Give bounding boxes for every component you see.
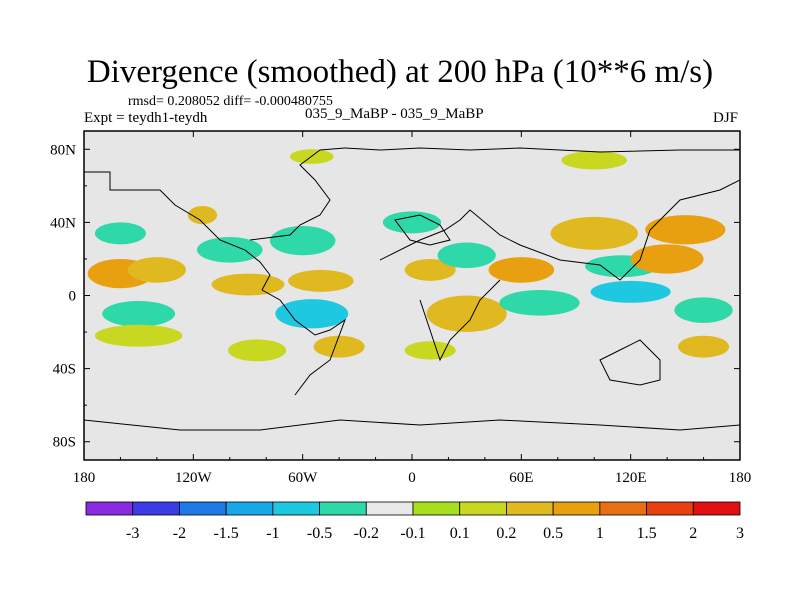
coastline bbox=[84, 419, 740, 431]
divergence-feature bbox=[674, 297, 733, 323]
experiment-label: Expt = teydh1-teydh bbox=[84, 110, 208, 126]
divergence-feature bbox=[187, 205, 218, 225]
x-tick-label: 120E bbox=[615, 470, 647, 486]
divergence-feature bbox=[488, 257, 555, 283]
y-tick-label: 80N bbox=[50, 142, 76, 158]
colorbar-swatch bbox=[692, 501, 741, 516]
colorbar-swatch bbox=[599, 501, 647, 516]
colorbar-label: 0.5 bbox=[543, 525, 563, 542]
colorbar-label: -1 bbox=[266, 525, 279, 542]
x-tick-label: 180 bbox=[729, 470, 752, 486]
divergence-feature bbox=[590, 280, 671, 303]
colorbar-label: 3 bbox=[736, 525, 744, 542]
y-tick-label: 80S bbox=[53, 435, 76, 451]
colorbar-swatch bbox=[85, 501, 134, 516]
colorbar-label: -3 bbox=[126, 525, 139, 542]
divergence-feature bbox=[127, 257, 187, 283]
divergence-feature bbox=[561, 151, 628, 170]
coastline bbox=[84, 171, 271, 291]
season-label: DJF bbox=[713, 110, 739, 126]
divergence-feature bbox=[382, 211, 442, 234]
divergence-feature bbox=[102, 300, 176, 327]
x-tick-label: 0 bbox=[408, 470, 416, 486]
colorbar-label: 1.5 bbox=[637, 525, 657, 542]
divergence-feature bbox=[211, 273, 285, 296]
coastline bbox=[394, 214, 451, 246]
colorbar-swatch bbox=[506, 501, 554, 516]
colorbar-swatch bbox=[412, 501, 461, 516]
y-tick-label: 0 bbox=[69, 289, 77, 305]
divergence-feature bbox=[678, 335, 730, 358]
case-label: 035_9_MaBP - 035_9_MaBP bbox=[305, 106, 484, 122]
colorbar-swatch bbox=[646, 501, 694, 516]
colorbar-label: -1.5 bbox=[213, 525, 238, 542]
y-axis: 80N 40N 0 40S 80S bbox=[50, 142, 740, 451]
colorbar-label: 2 bbox=[689, 525, 697, 542]
colorbar-swatch bbox=[459, 501, 507, 516]
colorbar-swatch bbox=[179, 501, 227, 516]
x-tick-label: 60W bbox=[288, 470, 318, 486]
divergence-field bbox=[87, 149, 733, 362]
y-tick-label: 40S bbox=[53, 362, 76, 378]
colorbar-label: -0.5 bbox=[307, 525, 332, 542]
divergence-feature bbox=[275, 299, 349, 329]
colorbar-swatch bbox=[365, 501, 414, 516]
colorbar-swatch bbox=[225, 501, 274, 516]
divergence-feature bbox=[630, 244, 704, 274]
coastline bbox=[599, 339, 661, 386]
divergence-feature bbox=[94, 222, 146, 245]
coastline-layer bbox=[84, 147, 740, 431]
colorbar: -3 -2 -1.5 -1 -0.5 -0.2 -0.1 0.1 0.2 0.5 1 1.5 2 3 bbox=[85, 501, 744, 542]
x-axis: 180 120W 60W 0 60E 120E 180 bbox=[73, 131, 752, 486]
divergence-feature bbox=[404, 258, 456, 281]
divergence-feature bbox=[645, 215, 726, 245]
divergence-feature bbox=[196, 237, 263, 263]
coastline bbox=[419, 279, 501, 362]
x-tick-label: 120W bbox=[175, 470, 213, 486]
colorbar-label: -0.2 bbox=[354, 525, 379, 542]
x-tick-label: 180 bbox=[73, 470, 96, 486]
chart-title: Divergence (smoothed) at 200 hPa (10**6 … bbox=[86, 54, 714, 90]
colorbar-label: -2 bbox=[173, 525, 186, 542]
colorbar-swatch bbox=[552, 501, 601, 516]
divergence-feature bbox=[288, 269, 354, 292]
divergence-feature bbox=[499, 290, 580, 316]
divergence-feature bbox=[426, 295, 507, 333]
colorbar-label: 0.2 bbox=[496, 525, 516, 542]
divergence-feature bbox=[269, 226, 336, 256]
colorbar-label: 0.1 bbox=[450, 525, 470, 542]
divergence-feature bbox=[437, 242, 496, 269]
colorbar-label: 1 bbox=[596, 525, 604, 542]
coastline bbox=[261, 289, 347, 396]
colorbar-swatch bbox=[132, 501, 180, 516]
divergence-feature bbox=[94, 324, 183, 347]
colorbar-swatch bbox=[319, 501, 367, 516]
coastline bbox=[249, 147, 346, 241]
coastline bbox=[344, 147, 740, 153]
x-tick-label: 60E bbox=[509, 470, 533, 486]
y-tick-label: 40N bbox=[50, 215, 76, 231]
stats-label: rmsd= 0.208052 diff= -0.000480755 bbox=[128, 94, 333, 109]
divergence-feature bbox=[227, 339, 287, 362]
colorbar-swatch bbox=[272, 501, 320, 516]
coastline bbox=[379, 179, 740, 281]
colorbar-label: -0.1 bbox=[400, 525, 425, 542]
divergence-feature bbox=[313, 335, 365, 358]
divergence-feature bbox=[550, 216, 638, 250]
